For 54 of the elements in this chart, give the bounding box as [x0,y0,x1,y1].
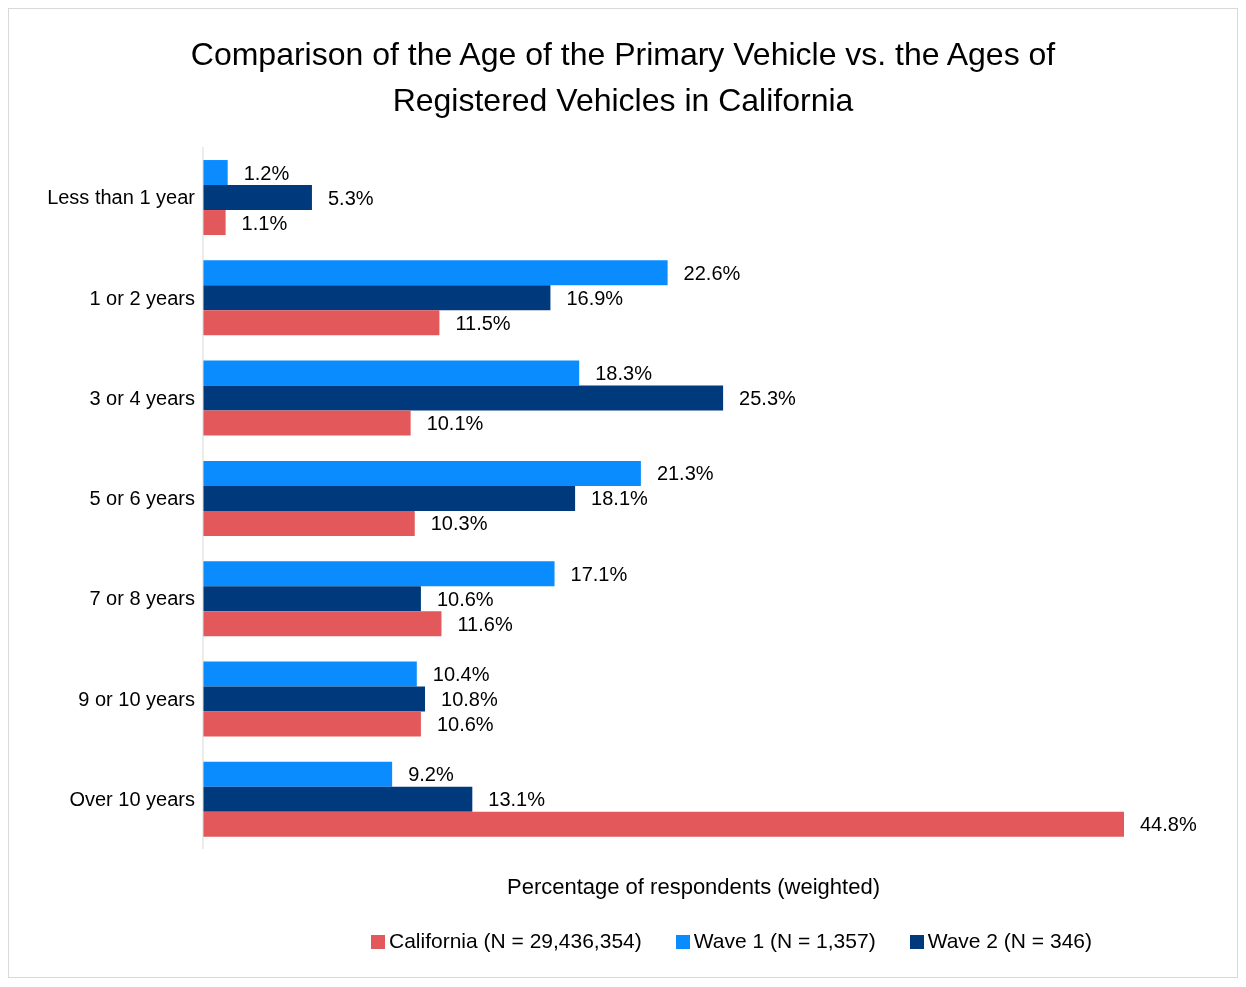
legend-label: Wave 1 (N = 1,357) [693,929,876,952]
bar [203,260,668,286]
bar [203,686,426,712]
y-tick-label: 5 or 6 years [89,487,195,510]
y-tick-label: 7 or 8 years [89,587,195,610]
y-tick-label: 3 or 4 years [89,386,195,409]
bar [203,210,226,236]
data-label: 10.1% [426,412,484,435]
bar [203,310,440,336]
data-label: 11.6% [457,612,513,635]
chart-title: Comparison of the Age of the Primary Vehicle vs. the Ages of Registered Vehicles in California [189,35,1057,120]
legend-label: Wave 2 (N = 346) [927,929,1092,952]
data-label: 10.6% [436,587,494,610]
bar [203,661,417,687]
data-label: 18.3% [595,362,653,385]
data-label: 11.5% [455,311,511,334]
bar [203,460,641,486]
bar [203,410,411,436]
legend-label: California (N = 29,436,354) [389,929,642,952]
data-label: 22.6% [683,261,741,284]
bar [203,786,473,812]
bar [203,711,421,737]
data-label: 5.3% [327,186,374,209]
bar [203,811,1124,837]
bar [203,611,442,637]
data-label: 18.1% [591,487,649,510]
bar [203,761,393,787]
data-label: 21.3% [656,462,714,485]
data-label: 9.2% [408,763,454,786]
y-tick-label: 1 or 2 years [89,286,195,309]
data-label: 17.1% [570,562,628,585]
data-label: 10.8% [441,688,498,711]
data-label: 44.8% [1140,813,1197,836]
data-label: 16.9% [566,286,624,309]
y-tick-label: Less than 1 year [47,186,196,209]
data-label: 25.3% [739,387,797,410]
y-tick-label: Over 10 years [69,787,195,810]
data-label: 10.3% [430,512,488,535]
y-tick-label: 9 or 10 years [78,687,195,710]
x-axis-title: Percentage of respondents (weighted) [506,874,881,899]
bar [203,285,551,311]
data-label: 1.2% [243,161,290,184]
bar [203,485,576,511]
bar [203,185,312,211]
bar [203,160,228,186]
bar [203,385,724,411]
bar [203,586,421,612]
data-label: 1.1% [241,211,288,234]
data-label: 13.1% [488,788,546,811]
bar [203,561,555,587]
bar [203,360,580,386]
bar [203,510,415,536]
data-label: 10.6% [436,713,494,736]
data-label: 10.4% [432,663,490,686]
